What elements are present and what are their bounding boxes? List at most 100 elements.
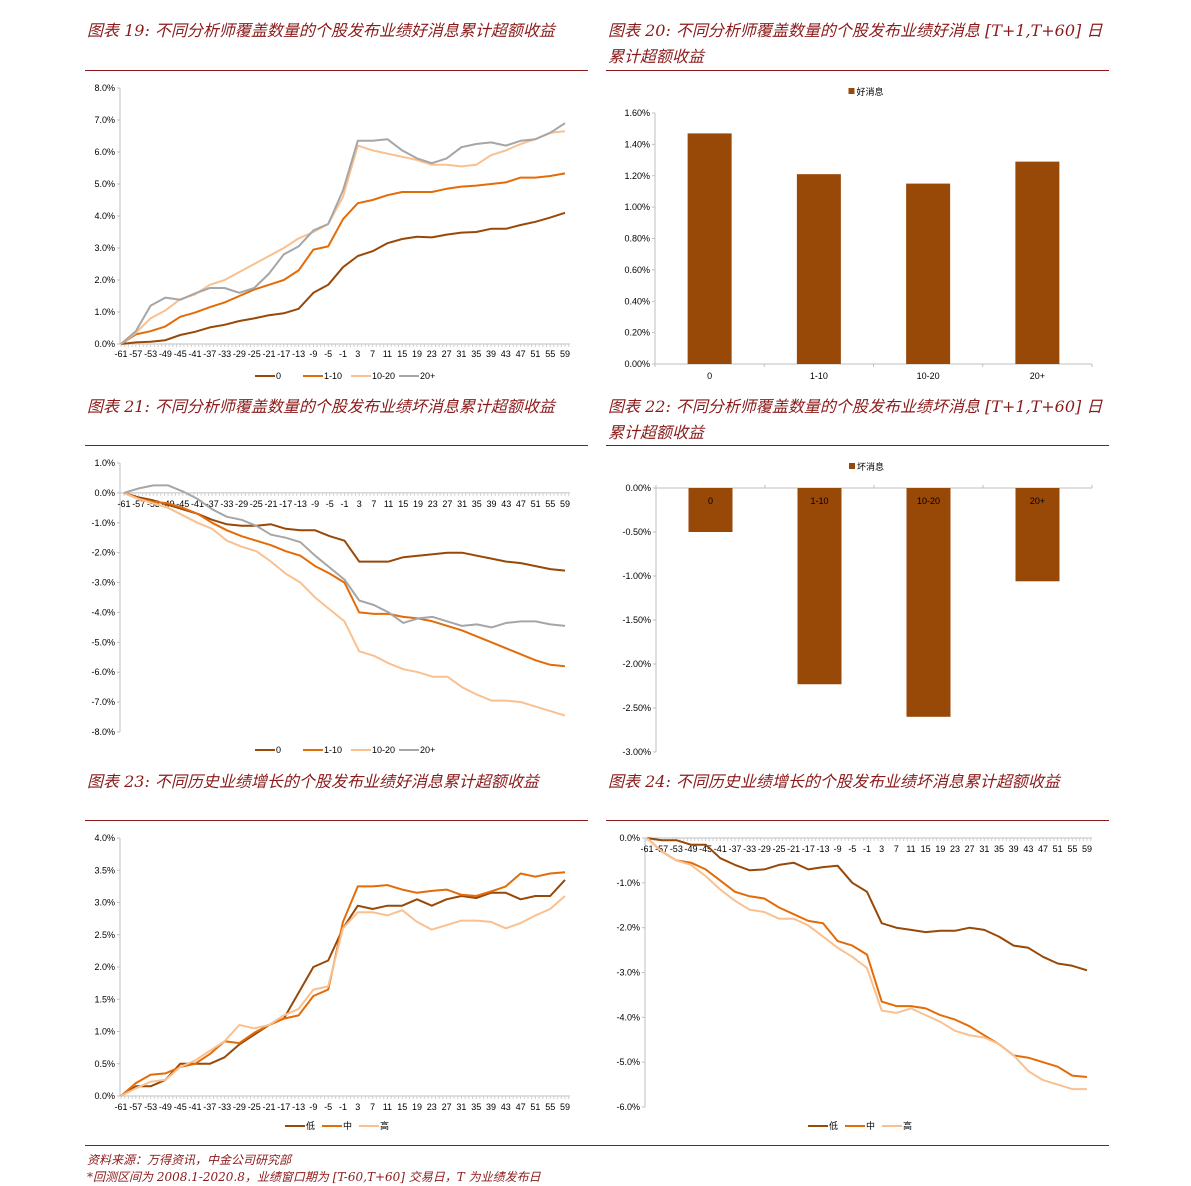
x-tick-label: 55 <box>1067 844 1077 854</box>
x-tick-label: -13 <box>292 1102 305 1112</box>
x-tick-label: 11 <box>906 844 915 854</box>
x-tick-label: 23 <box>427 349 437 359</box>
divider <box>85 445 588 446</box>
x-tick-label: 47 <box>516 1102 526 1112</box>
y-tick-label: -2.0% <box>616 923 640 933</box>
x-tick-label: -33 <box>218 349 231 359</box>
x-tick-label: -1 <box>339 1102 347 1112</box>
source-note: 资料来源：万得资讯，中金公司研究部 <box>87 1153 292 1167</box>
series-line-中 <box>120 871 566 1097</box>
x-tick-label: -13 <box>292 349 305 359</box>
y-tick-label: 0.80% <box>624 234 650 244</box>
legend-label: 1-10 <box>324 371 342 381</box>
x-tick-label: 51 <box>531 499 541 509</box>
y-tick-label: -2.0% <box>91 548 115 558</box>
y-tick-label: -1.00% <box>622 571 651 581</box>
y-tick-label: 1.60% <box>624 108 650 118</box>
figure-22-title: 图表 22: 不同分析师覆盖数量的个股发布业绩坏消息 [T+1,T+60] 日累… <box>608 397 1103 442</box>
x-tick-label: 43 <box>501 349 511 359</box>
x-tick-label: 27 <box>442 1102 452 1112</box>
legend-label: 20+ <box>420 745 435 755</box>
y-tick-label: 7.0% <box>94 115 115 125</box>
x-tick-label: 3 <box>355 349 360 359</box>
x-tick-label: -41 <box>714 844 727 854</box>
x-tick-label: 19 <box>412 349 422 359</box>
y-tick-label: -3.0% <box>616 968 640 978</box>
x-tick-label: -37 <box>206 499 219 509</box>
bar-20+ <box>1015 161 1060 364</box>
category-label: 10-20 <box>917 496 940 506</box>
category-label: 0 <box>707 371 712 381</box>
x-tick-label: 11 <box>383 349 392 359</box>
x-tick-label: -61 <box>114 349 127 359</box>
x-tick-label: -37 <box>203 1102 216 1112</box>
x-tick-label: -21 <box>262 349 275 359</box>
x-tick-label: -29 <box>233 1102 246 1112</box>
legend-label: 10-20 <box>372 371 395 381</box>
legend-label: 中 <box>343 1120 352 1131</box>
y-tick-label: 2.0% <box>94 962 115 972</box>
x-tick-label: 3 <box>355 1102 360 1112</box>
x-tick-label: 3 <box>879 844 884 854</box>
x-tick-label: 35 <box>471 349 481 359</box>
x-tick-label: 23 <box>428 499 438 509</box>
x-tick-label: 15 <box>397 349 407 359</box>
x-tick-label: 59 <box>560 499 570 509</box>
x-tick-label: -25 <box>250 499 263 509</box>
legend-label: 10-20 <box>372 745 395 755</box>
legend-label: 中 <box>866 1120 875 1131</box>
x-tick-label: 19 <box>413 499 423 509</box>
bar-10-20 <box>906 183 951 364</box>
y-tick-label: 1.0% <box>94 458 115 468</box>
x-tick-label: -61 <box>640 844 653 854</box>
c23-chart: 0.0%0.5%1.0%1.5%2.0%2.5%3.0%3.5%4.0%-61-… <box>94 833 570 1131</box>
figure-24-title: 图表 24: 不同历史业绩增长的个股发布业绩坏消息累计超额收益 <box>608 772 1060 791</box>
x-tick-label: -45 <box>174 349 187 359</box>
x-tick-label: -57 <box>129 349 142 359</box>
x-tick-label: 15 <box>397 1102 407 1112</box>
x-tick-label: -61 <box>117 499 130 509</box>
divider <box>606 70 1109 71</box>
x-tick-label: -41 <box>188 349 201 359</box>
y-tick-label: 3.0% <box>94 898 115 908</box>
y-tick-label: -5.0% <box>91 637 115 647</box>
y-tick-label: -3.0% <box>91 578 115 588</box>
legend-label: 高 <box>903 1120 912 1131</box>
series-line-低 <box>646 837 1088 972</box>
x-tick-label: 51 <box>530 1102 540 1112</box>
x-tick-label: 39 <box>486 1102 496 1112</box>
x-tick-label: -17 <box>279 499 292 509</box>
x-tick-label: 31 <box>456 349 466 359</box>
legend-label: 1-10 <box>324 745 342 755</box>
figure-20-title: 图表 20: 不同分析师覆盖数量的个股发布业绩好消息 [T+1,T+60] 日累… <box>608 21 1103 66</box>
series-line-高 <box>646 837 1087 1091</box>
c21-chart: -8.0% -7.0% -6.0% -5.0% -4.0% -3.0% -2.0% -1.0%… <box>91 458 570 755</box>
y-tick-label: -4.0% <box>91 607 115 617</box>
x-tick-label: -45 <box>174 1102 187 1112</box>
y-tick-label: 4.0% <box>94 833 115 843</box>
x-tick-label: 15 <box>921 844 931 854</box>
x-tick-label: 39 <box>486 499 496 509</box>
x-tick-label: -9 <box>834 844 842 854</box>
x-tick-label: -41 <box>191 499 204 509</box>
x-tick-label: -37 <box>203 349 216 359</box>
c22-chart: -3.00% -2.50% -2.00% -1.50% -1.00% -0.50% 0.00… <box>622 461 1093 757</box>
y-tick-label: 0.0% <box>94 488 115 498</box>
x-tick-label: 59 <box>1082 844 1092 854</box>
x-tick-label: 31 <box>456 1102 466 1112</box>
x-tick-label: -17 <box>802 844 815 854</box>
divider <box>606 820 1109 821</box>
series-line-1-10 <box>123 491 566 668</box>
series-line-0 <box>120 211 566 345</box>
y-tick-label: 0.00% <box>625 483 651 493</box>
x-tick-label: 23 <box>427 1102 437 1112</box>
x-tick-label: -49 <box>159 349 172 359</box>
x-tick-label: -5 <box>848 844 856 854</box>
x-tick-label: 43 <box>1023 844 1033 854</box>
x-tick-label: -9 <box>309 349 317 359</box>
x-tick-label: 7 <box>371 499 376 509</box>
x-tick-label: -13 <box>816 844 829 854</box>
x-tick-label: -61 <box>114 1102 127 1112</box>
legend-label: 坏消息 <box>857 461 884 472</box>
